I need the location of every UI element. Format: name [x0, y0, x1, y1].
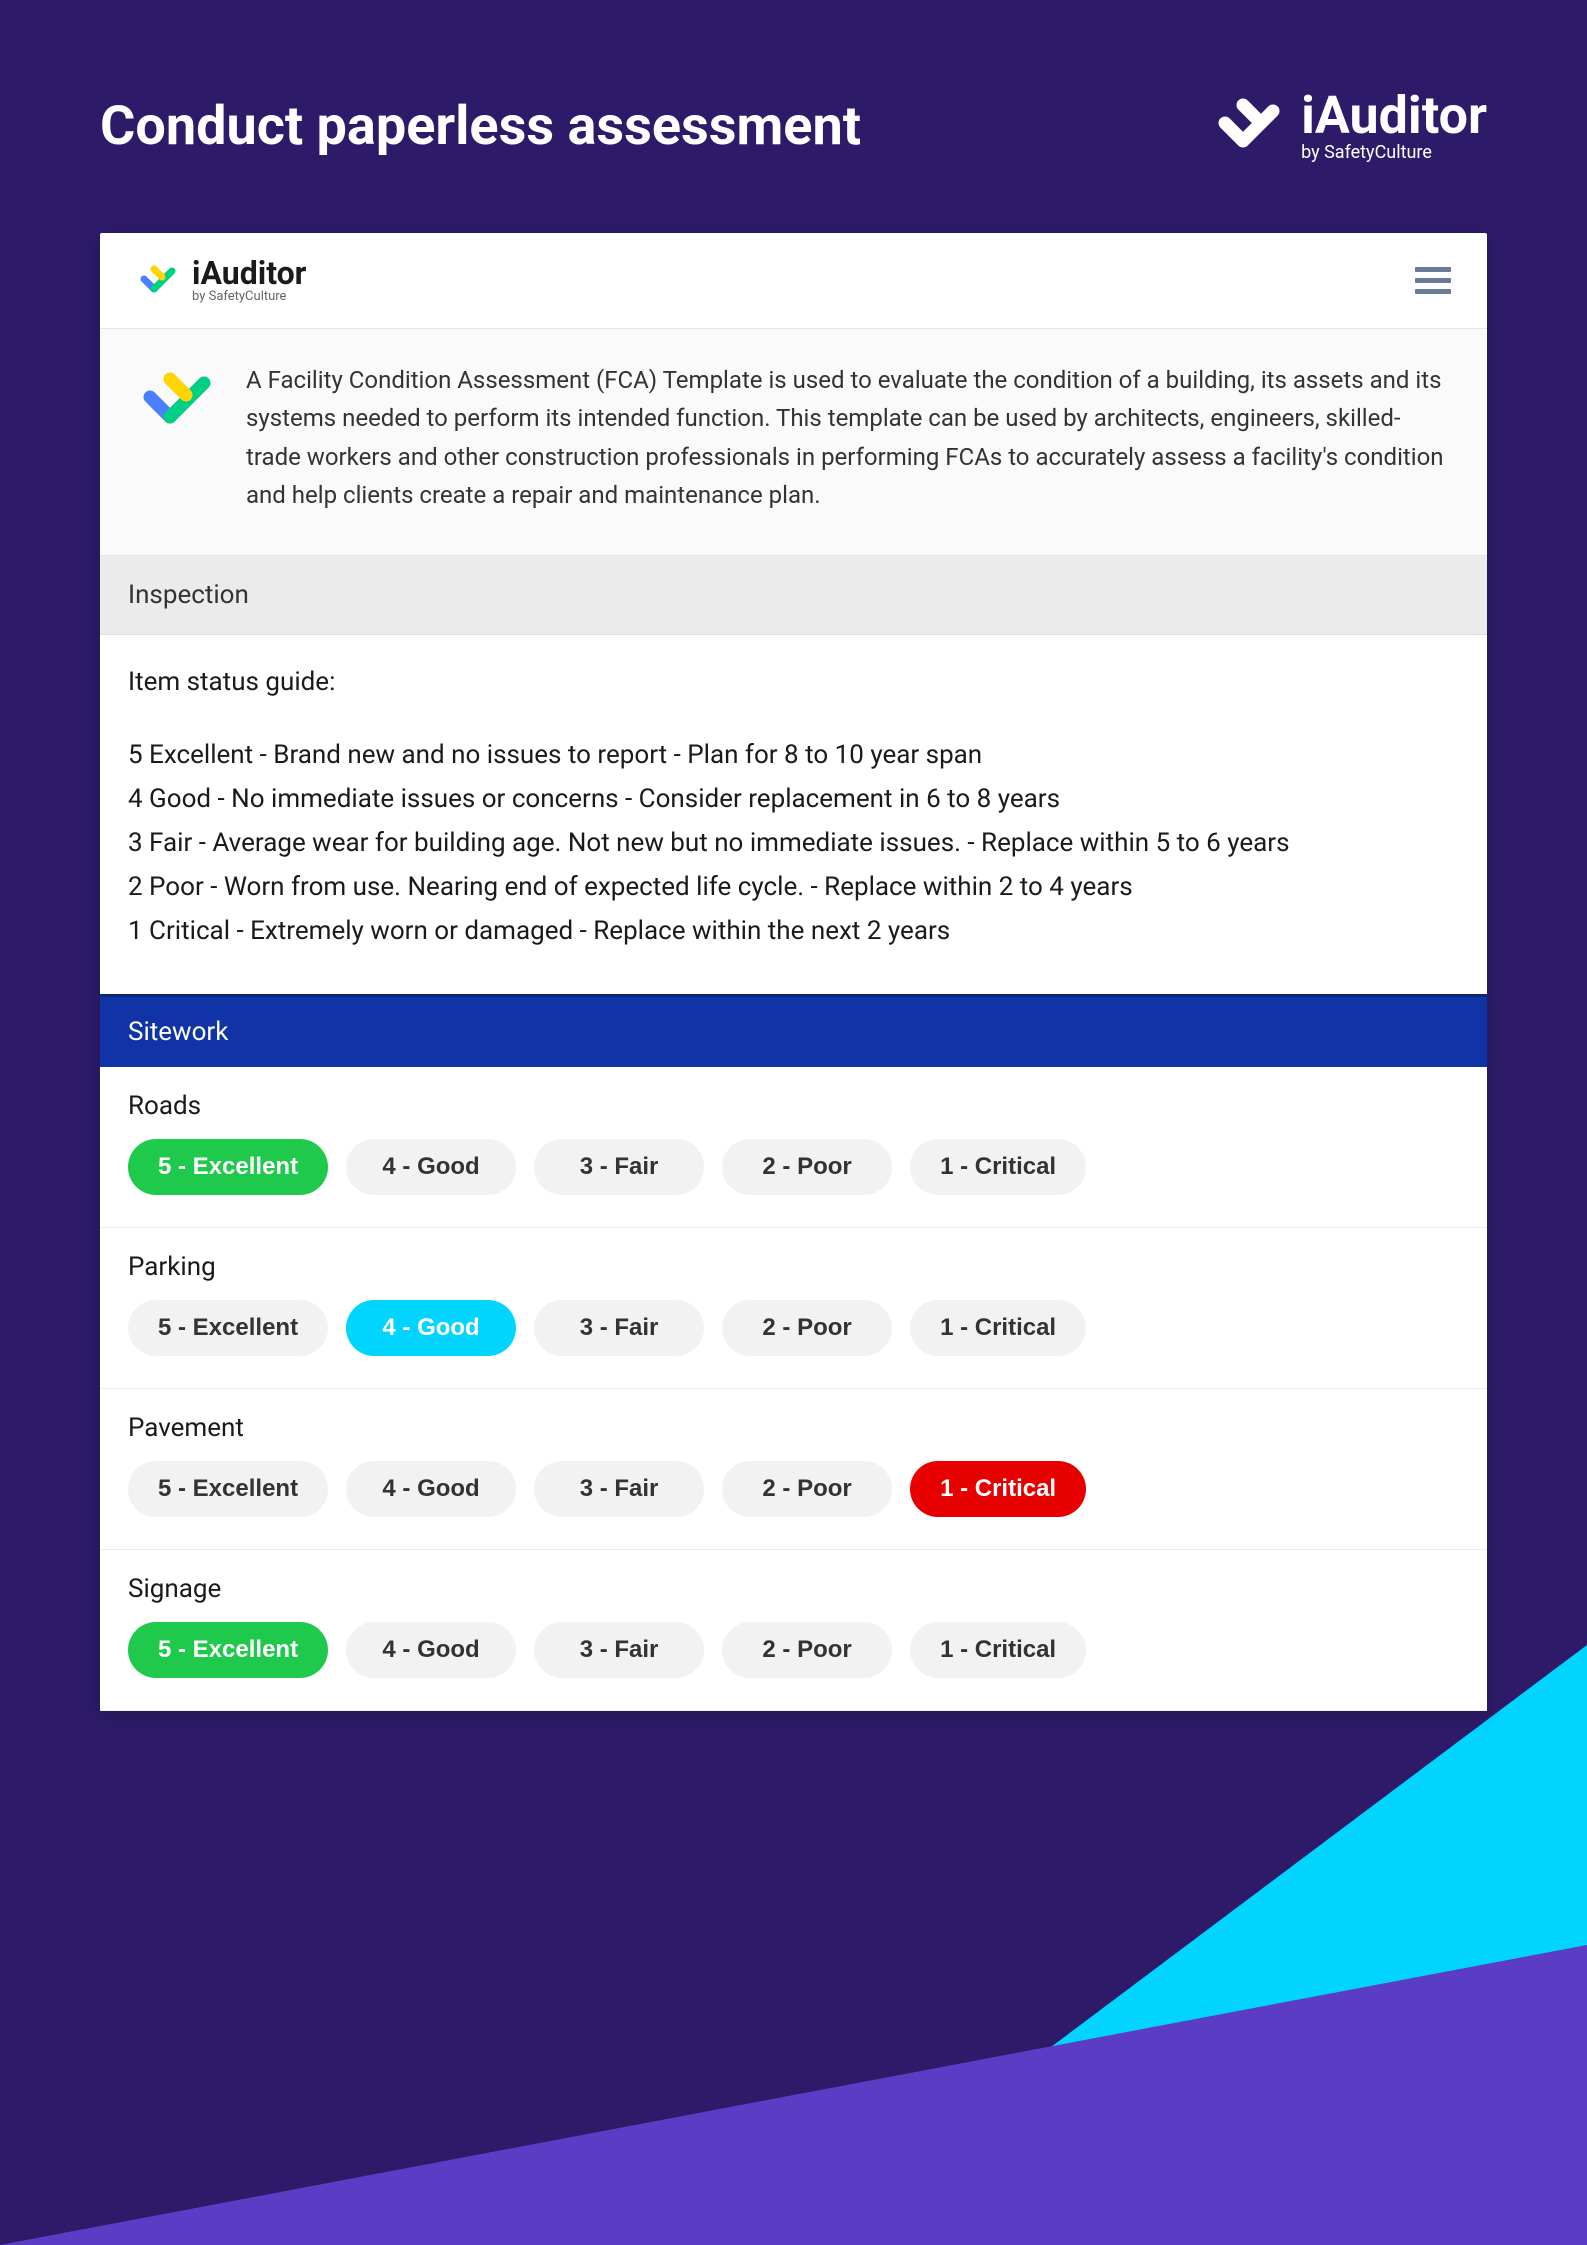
item-label: Roads — [128, 1091, 1459, 1121]
rating-options: 5 - Excellent 4 - Good 3 - Fair 2 - Poor 1 -… — [128, 1139, 1459, 1195]
header-logo-name: iAuditor — [1301, 90, 1487, 142]
rating-pill[interactable]: 1 - Critical — [910, 1139, 1086, 1195]
guide-line: 3 Fair - Average wear for building age. … — [128, 821, 1459, 865]
header-logo-sub: by SafetyCulture — [1301, 142, 1487, 163]
item-row: Pavement 5 - Excellent 4 - Good 3 - Fair 2 -… — [100, 1389, 1487, 1550]
inspection-label: Inspection — [100, 556, 1487, 635]
page-container: Conduct paperless assessment iAuditor by… — [0, 0, 1587, 1831]
status-guide: Item status guide: 5 Excellent - Brand n… — [100, 635, 1487, 994]
app-card: iAuditor by SafetyCulture A Facility Con… — [100, 233, 1487, 1711]
rating-pill[interactable]: 1 - Critical — [910, 1300, 1086, 1356]
guide-line: 2 Poor - Worn from use. Nearing end of e… — [128, 865, 1459, 909]
iauditor-small-logo-icon — [136, 259, 180, 303]
template-icon — [136, 361, 218, 515]
rating-pill[interactable]: 5 - Excellent — [128, 1622, 328, 1678]
rating-pill[interactable]: 1 - Critical — [910, 1622, 1086, 1678]
rating-options: 5 - Excellent 4 - Good 3 - Fair 2 - Poor 1 -… — [128, 1622, 1459, 1678]
description-text: A Facility Condition Assessment (FCA) Te… — [246, 361, 1451, 515]
card-logo-sub: by SafetyCulture — [192, 289, 306, 304]
rating-pill[interactable]: 4 - Good — [346, 1300, 516, 1356]
rating-pill[interactable]: 2 - Poor — [722, 1139, 892, 1195]
card-header: iAuditor by SafetyCulture — [100, 233, 1487, 329]
guide-title: Item status guide: — [128, 667, 1459, 697]
guide-line: 5 Excellent - Brand new and no issues to… — [128, 733, 1459, 777]
rating-options: 5 - Excellent 4 - Good 3 - Fair 2 - Poor 1 -… — [128, 1461, 1459, 1517]
rating-pill[interactable]: 1 - Critical — [910, 1461, 1086, 1517]
rating-pill[interactable]: 2 - Poor — [722, 1300, 892, 1356]
item-label: Signage — [128, 1574, 1459, 1604]
page-header: Conduct paperless assessment iAuditor by… — [100, 90, 1487, 163]
item-row: Signage 5 - Excellent 4 - Good 3 - Fair 2 - … — [100, 1550, 1487, 1711]
rating-options: 5 - Excellent 4 - Good 3 - Fair 2 - Poor 1 -… — [128, 1300, 1459, 1356]
rating-pill[interactable]: 2 - Poor — [722, 1622, 892, 1678]
rating-pill[interactable]: 3 - Fair — [534, 1300, 704, 1356]
bg-accent-purple — [0, 1945, 1587, 2245]
rating-pill[interactable]: 4 - Good — [346, 1461, 516, 1517]
rating-pill[interactable]: 4 - Good — [346, 1622, 516, 1678]
item-label: Parking — [128, 1252, 1459, 1282]
rating-pill[interactable]: 5 - Excellent — [128, 1300, 328, 1356]
guide-line: 1 Critical - Extremely worn or damaged -… — [128, 909, 1459, 953]
page-title: Conduct paperless assessment — [100, 95, 861, 158]
item-row: Parking 5 - Excellent 4 - Good 3 - Fair 2 - … — [100, 1228, 1487, 1389]
rating-pill[interactable]: 4 - Good — [346, 1139, 516, 1195]
guide-line: 4 Good - No immediate issues or concerns… — [128, 777, 1459, 821]
description-section: A Facility Condition Assessment (FCA) Te… — [100, 329, 1487, 556]
item-row: Roads 5 - Excellent 4 - Good 3 - Fair 2 - Po… — [100, 1067, 1487, 1228]
menu-button[interactable] — [1415, 267, 1451, 294]
rating-pill[interactable]: 5 - Excellent — [128, 1461, 328, 1517]
rating-pill[interactable]: 2 - Poor — [722, 1461, 892, 1517]
rating-pill[interactable]: 3 - Fair — [534, 1461, 704, 1517]
rating-pill[interactable]: 3 - Fair — [534, 1622, 704, 1678]
item-label: Pavement — [128, 1413, 1459, 1443]
card-logo: iAuditor by SafetyCulture — [136, 257, 306, 304]
rating-pill[interactable]: 5 - Excellent — [128, 1139, 328, 1195]
category-header: Sitework — [100, 994, 1487, 1067]
card-logo-name: iAuditor — [192, 257, 306, 289]
iauditor-logo-icon — [1213, 91, 1285, 163]
header-logo: iAuditor by SafetyCulture — [1213, 90, 1487, 163]
rating-pill[interactable]: 3 - Fair — [534, 1139, 704, 1195]
